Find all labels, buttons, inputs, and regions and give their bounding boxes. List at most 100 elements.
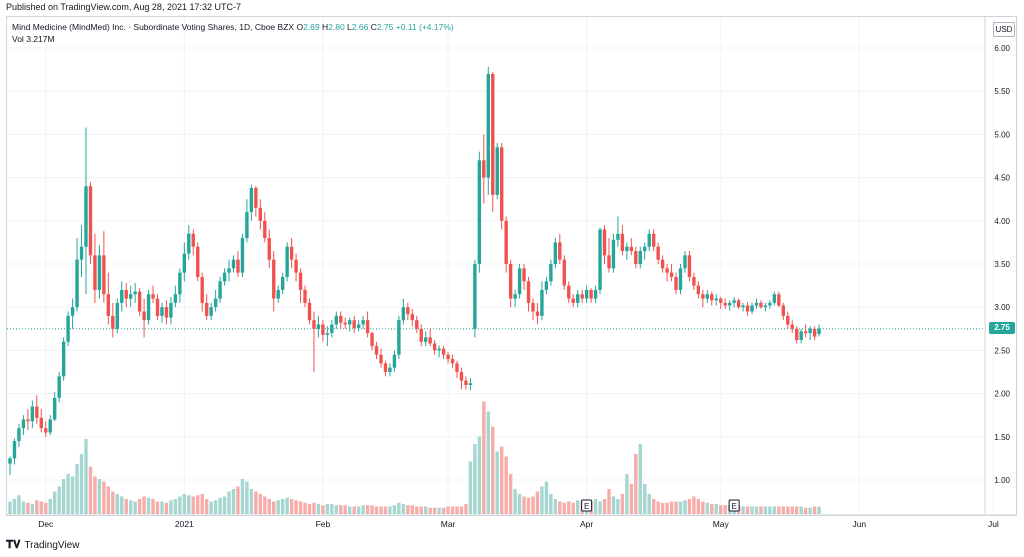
volume-bar [616, 499, 620, 514]
earnings-marker [728, 499, 740, 512]
candle-body [164, 307, 169, 318]
low-label: L [347, 22, 352, 32]
volume-bar [187, 495, 191, 514]
candle-body [482, 160, 486, 178]
earnings-marker-label: E [584, 502, 589, 511]
candle-body [553, 242, 558, 264]
candle-body [687, 255, 692, 277]
candle-body [656, 246, 660, 260]
volume-bar [611, 496, 616, 514]
candle-body [669, 272, 674, 277]
volume-bar [258, 494, 263, 514]
candle-body [339, 315, 343, 323]
candle-body [330, 324, 334, 334]
volume-bar [348, 506, 352, 514]
volume-bar [227, 491, 231, 514]
candle-body [370, 333, 374, 347]
volume-bar [674, 501, 678, 514]
volume-bar [280, 499, 285, 514]
close-label: C [370, 22, 377, 32]
volume-bar [312, 502, 316, 514]
candle-body [629, 246, 634, 252]
candle-body [111, 315, 115, 329]
volume-bar [321, 505, 325, 514]
volume-bar [133, 501, 137, 514]
candle-body [204, 302, 209, 316]
candle-body [348, 320, 352, 325]
candle-body [714, 298, 718, 301]
candle-body [227, 268, 231, 273]
candle-body [21, 419, 26, 429]
candle-body [660, 259, 665, 269]
volume-bar [647, 494, 651, 514]
currency-button[interactable]: USD [993, 22, 1015, 37]
candle-body [719, 298, 723, 303]
y-tick-label: 4.50 [994, 174, 1010, 183]
candle-body [200, 276, 204, 303]
volume-bar [173, 499, 178, 514]
volume-bar [66, 474, 70, 514]
candle-body [17, 428, 21, 442]
candle-body [754, 302, 759, 306]
candle-body [44, 428, 48, 433]
y-tick-label: 6.00 [994, 44, 1010, 53]
volume-bar [17, 495, 21, 514]
candle-body [732, 300, 736, 303]
volume-bar [240, 479, 245, 514]
candle-body [196, 246, 200, 277]
volume-bar [392, 505, 397, 514]
volume-bar [607, 489, 611, 514]
volume-bar [213, 500, 218, 514]
candle-body [374, 346, 379, 355]
candle-body [383, 363, 388, 372]
candle-body [437, 348, 441, 351]
candle-body [580, 294, 584, 299]
volume-bar [115, 494, 119, 514]
candle-body [48, 419, 52, 433]
candle-body [620, 233, 625, 252]
candle-body [137, 291, 142, 312]
candle-body [459, 372, 464, 381]
candle-body [812, 328, 817, 337]
volume-bar [634, 454, 638, 514]
volume-bar [397, 502, 401, 514]
candle-body [544, 281, 549, 290]
candle-body [745, 305, 750, 312]
candle-body [213, 298, 218, 308]
volume-bar [196, 495, 200, 514]
volume-bar [106, 486, 111, 514]
volume-bar [803, 507, 808, 514]
candle-body [517, 268, 522, 295]
footer-brand[interactable]: 𝐓𝐕 TradingView [6, 539, 79, 552]
volume-bar [21, 501, 26, 514]
volume-bar [370, 505, 374, 514]
candle-body [236, 259, 240, 273]
volume-bar [35, 500, 39, 514]
candle-body [155, 298, 160, 316]
volume-bar [567, 501, 571, 514]
candle-body [450, 359, 455, 364]
volume-legend: Vol 3.217M [12, 34, 55, 44]
volume-bar [352, 506, 356, 514]
earnings-marker-label: E [731, 502, 736, 511]
candle-body [388, 367, 392, 372]
candle-body [571, 298, 575, 303]
candle-body [799, 331, 803, 341]
candle-body [495, 147, 499, 195]
candle-body [558, 242, 562, 260]
x-tick-label: Feb [316, 519, 331, 529]
candle-body [500, 147, 504, 221]
candle-body [106, 294, 111, 316]
candle-body [182, 253, 187, 273]
candle-body [419, 328, 423, 342]
y-tick-label: 3.50 [994, 260, 1010, 269]
volume-bar [625, 474, 629, 514]
volume-bar [437, 507, 441, 514]
candle-body [267, 238, 271, 260]
volume-bar [540, 486, 544, 514]
volume-bar [754, 506, 759, 514]
y-tick-label: 4.00 [994, 217, 1010, 226]
candle-body [53, 397, 57, 420]
candle-body [415, 320, 419, 329]
